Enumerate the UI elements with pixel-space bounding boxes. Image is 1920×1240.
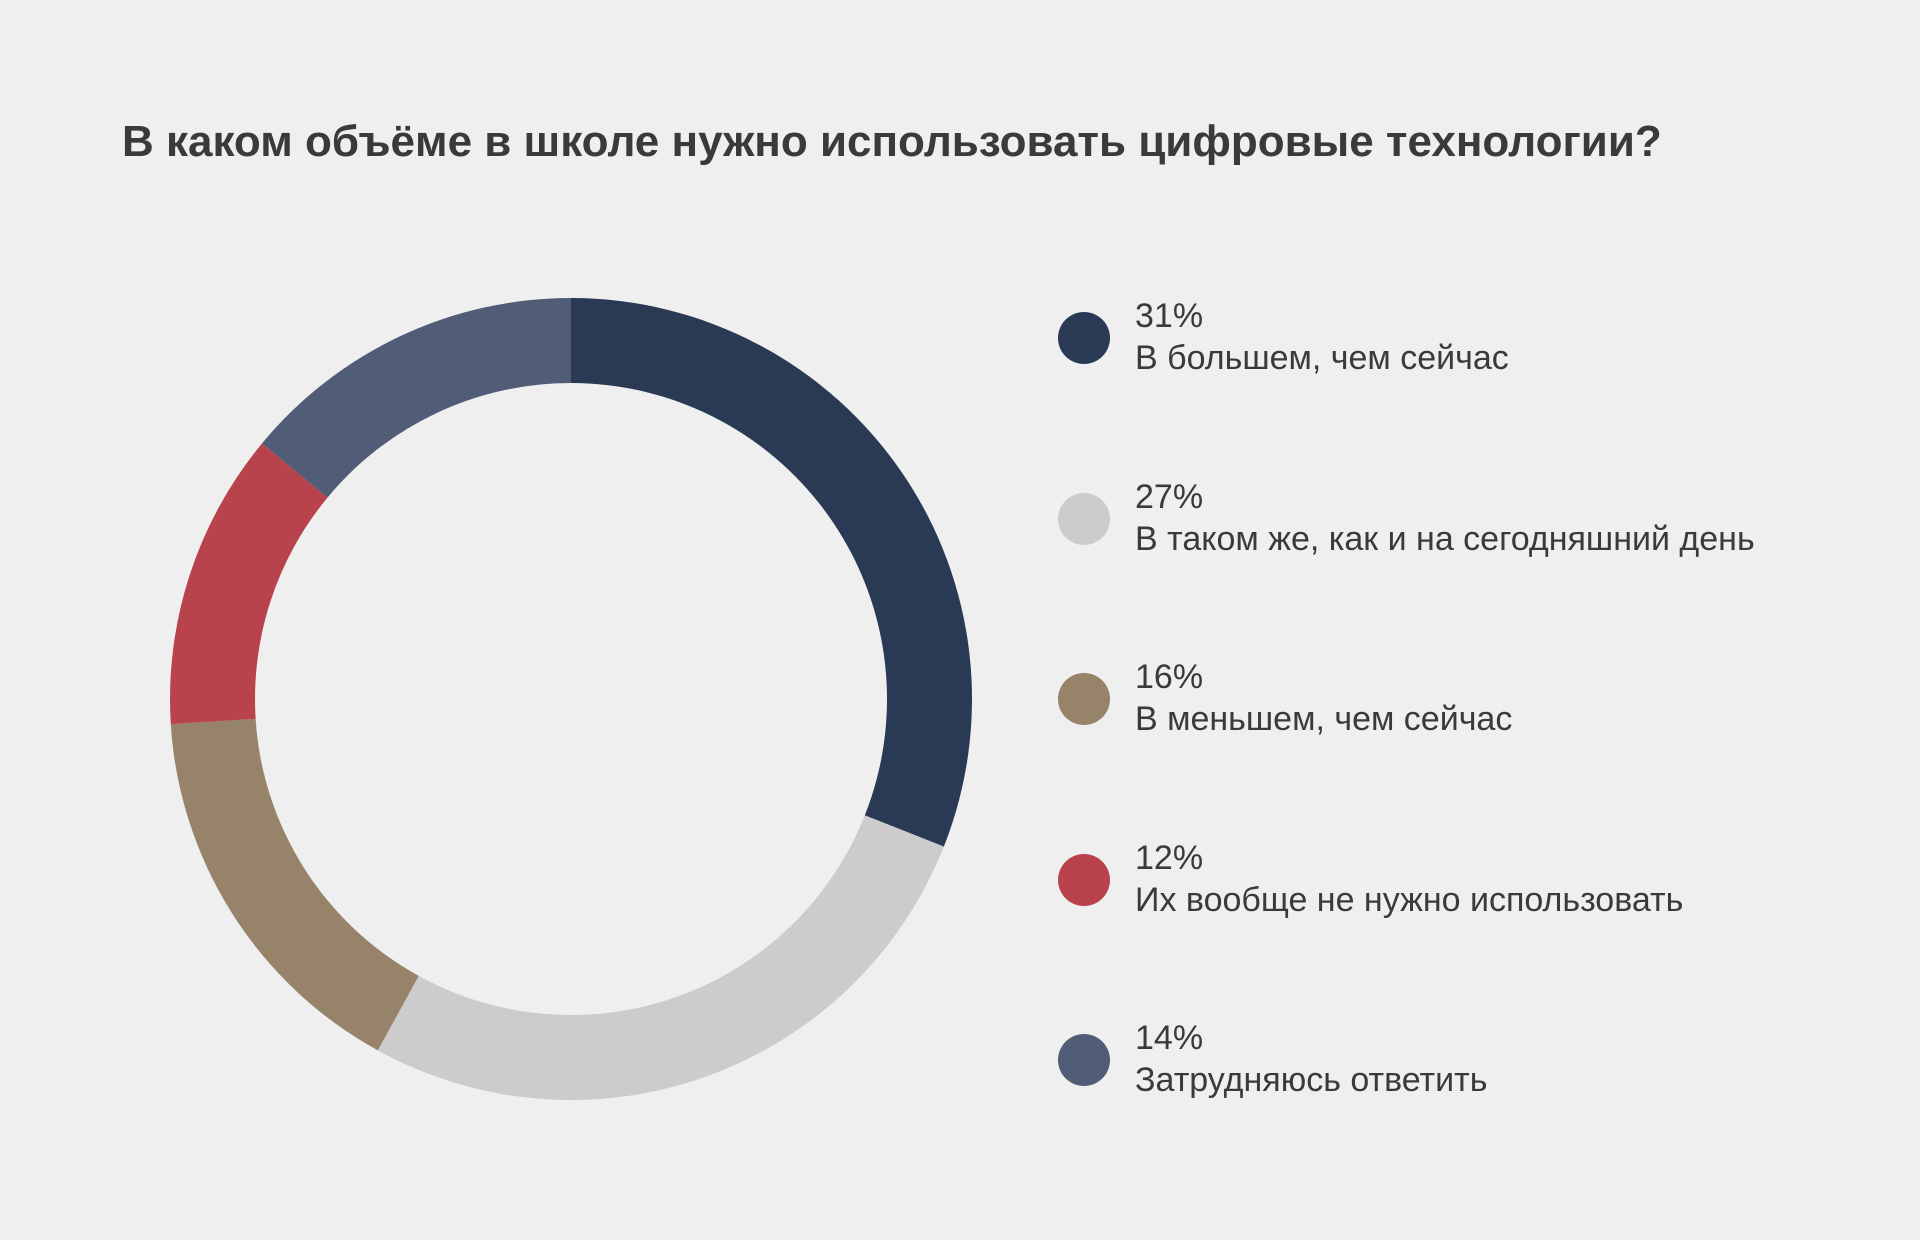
legend-label: Затрудняюсь ответить [1135,1061,1488,1099]
legend-value: 31% [1135,297,1204,335]
chart-title: В каком объёме в школе нужно использоват… [122,117,1662,166]
legend-swatch [1058,493,1110,545]
legend-value: 14% [1135,1019,1204,1057]
donut-slice [262,298,571,498]
legend-value: 27% [1135,478,1204,516]
legend-label: Их вообще не нужно использовать [1135,881,1684,919]
legend-item: 12% Их вообще не нужно использовать [1058,838,1878,938]
legend-item: 16% В меньшем, чем сейчас [1058,657,1878,757]
legend-value: 16% [1135,658,1204,696]
legend-swatch [1058,854,1110,906]
donut-slice [377,815,944,1100]
legend-item: 31% В большем, чем сейчас [1058,296,1878,396]
legend-label: В таком же, как и на сегодняшний день [1135,520,1755,558]
legend-value: 12% [1135,839,1204,877]
donut-slice [169,443,328,725]
legend-swatch [1058,673,1110,725]
legend-label: В большем, чем сейчас [1135,339,1509,377]
legend-item: 14% Затрудняюсь ответить [1058,1018,1878,1118]
donut-slice [571,298,972,847]
legend-swatch [1058,1034,1110,1086]
legend-item: 27% В таком же, как и на сегодняшний ден… [1058,477,1878,577]
legend-swatch [1058,312,1110,364]
donut-slice [170,718,419,1051]
legend-label: В меньшем, чем сейчас [1135,700,1513,738]
